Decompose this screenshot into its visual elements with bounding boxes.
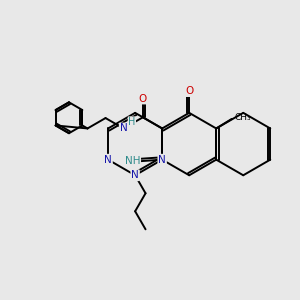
Text: CH₃: CH₃ [234, 113, 251, 122]
Text: N: N [120, 124, 128, 134]
Text: N: N [158, 155, 166, 165]
Text: N: N [104, 155, 112, 165]
Text: NH: NH [125, 156, 140, 166]
Text: O: O [139, 94, 147, 103]
Text: N: N [131, 170, 139, 180]
Text: H: H [128, 117, 136, 127]
Text: O: O [185, 86, 193, 96]
